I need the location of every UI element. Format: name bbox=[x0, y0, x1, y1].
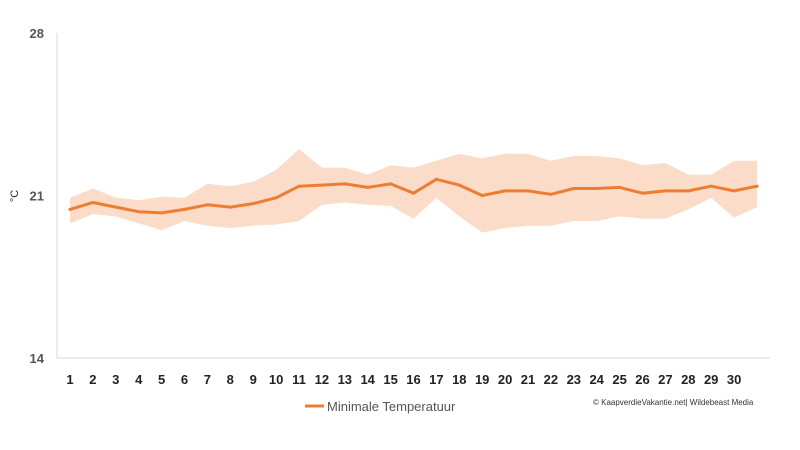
data-point bbox=[641, 191, 644, 195]
x-tick-label: 5 bbox=[158, 372, 165, 387]
x-tick-label: 11 bbox=[292, 372, 306, 387]
x-tick-label: 7 bbox=[204, 372, 211, 387]
data-point bbox=[434, 177, 438, 181]
data-point bbox=[480, 194, 484, 197]
x-tick-labels: 1 2 3 4 5 6 7 8 9 10 11 12 13 14 15 16 17 18 19 20 21 22 23 24 2… bbox=[66, 372, 741, 387]
data-point bbox=[251, 202, 255, 206]
data-point bbox=[274, 196, 278, 200]
y-tick-label: 28 bbox=[30, 26, 44, 41]
x-tick-label: 27 bbox=[658, 372, 672, 387]
data-point bbox=[549, 192, 553, 196]
legend-label: Minimale Temperatuur bbox=[327, 399, 456, 414]
x-tick-label: 12 bbox=[315, 372, 329, 387]
legend: Minimale Temperatuur bbox=[305, 399, 456, 414]
data-point bbox=[205, 203, 209, 207]
x-tick-label: 14 bbox=[360, 372, 375, 387]
x-tick-label: 25 bbox=[612, 372, 626, 387]
data-point bbox=[68, 207, 72, 211]
data-point bbox=[160, 211, 164, 215]
data-point bbox=[595, 187, 599, 190]
data-point bbox=[228, 205, 232, 209]
data-point bbox=[297, 184, 301, 188]
x-tick-label: 21 bbox=[521, 372, 535, 387]
x-tick-label: 1 bbox=[66, 372, 73, 387]
range-layer bbox=[70, 149, 757, 233]
data-point bbox=[526, 189, 530, 193]
data-point bbox=[114, 205, 118, 209]
data-point bbox=[572, 187, 576, 190]
credit-text: © KaapverdieVakantie.net| Wildebeast Med… bbox=[593, 398, 754, 407]
x-tick-label: 19 bbox=[475, 372, 489, 387]
x-tick-label: 24 bbox=[589, 372, 604, 387]
x-tick-label: 17 bbox=[429, 372, 443, 387]
data-point bbox=[755, 184, 759, 188]
data-point bbox=[137, 210, 141, 214]
x-tick-label: 20 bbox=[498, 372, 512, 387]
data-point bbox=[343, 182, 347, 186]
data-point bbox=[457, 183, 461, 187]
x-tick-label: 30 bbox=[727, 372, 741, 387]
data-point bbox=[732, 189, 736, 193]
data-point bbox=[412, 191, 415, 195]
y-unit-label: °C bbox=[9, 190, 21, 202]
data-point bbox=[709, 184, 713, 188]
y-tick-label: 21 bbox=[30, 189, 44, 204]
x-tick-label: 23 bbox=[567, 372, 581, 387]
x-tick-label: 13 bbox=[338, 372, 352, 387]
x-tick-label: 8 bbox=[227, 372, 234, 387]
y-tick-labels: 14 21 28 bbox=[30, 26, 45, 366]
temperature-range-band bbox=[70, 149, 757, 233]
x-tick-label: 9 bbox=[250, 372, 257, 387]
data-point bbox=[618, 185, 622, 189]
x-tick-label: 10 bbox=[269, 372, 283, 387]
data-point bbox=[663, 189, 667, 193]
y-tick-label: 14 bbox=[30, 351, 45, 366]
x-tick-label: 28 bbox=[681, 372, 695, 387]
x-tick-label: 15 bbox=[383, 372, 397, 387]
x-tick-label: 22 bbox=[544, 372, 558, 387]
data-point bbox=[320, 183, 324, 187]
x-tick-label: 18 bbox=[452, 372, 466, 387]
x-tick-label: 4 bbox=[135, 372, 143, 387]
data-point bbox=[503, 189, 507, 193]
x-tick-label: 3 bbox=[112, 372, 119, 387]
x-tick-label: 29 bbox=[704, 372, 718, 387]
data-point bbox=[366, 185, 370, 189]
data-point bbox=[686, 189, 690, 193]
x-tick-label: 6 bbox=[181, 372, 188, 387]
data-point bbox=[183, 207, 186, 211]
x-tick-label: 26 bbox=[635, 372, 649, 387]
data-point bbox=[91, 201, 95, 204]
line-layer bbox=[68, 177, 759, 215]
x-tick-label: 16 bbox=[406, 372, 420, 387]
x-tick-label: 2 bbox=[89, 372, 96, 387]
data-point bbox=[389, 182, 393, 186]
